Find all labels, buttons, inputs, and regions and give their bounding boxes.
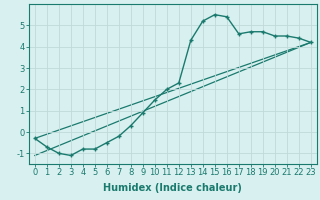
X-axis label: Humidex (Indice chaleur): Humidex (Indice chaleur): [103, 183, 242, 193]
